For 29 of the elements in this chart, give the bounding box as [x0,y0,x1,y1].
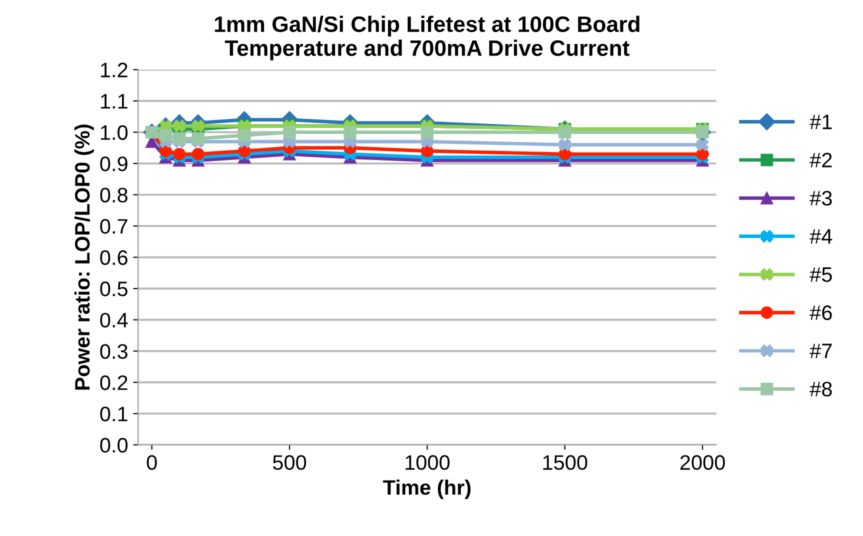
y-axis-title: Power ratio: LOP/LOP0 (%) [74,124,94,390]
x-axis-title: Time (hr) [383,480,471,499]
y-tick-label: 0.1 [100,406,128,422]
x-tick-label: 2000 [680,455,725,470]
y-tick-label: 1.2 [100,62,128,78]
y-tick-label: 0.9 [100,156,128,172]
chart-title: 1mm GaN/Si Chip Lifetest at 100C Board Temperature and 700mA Drive Current [214,16,640,60]
legend-label: #2 [810,152,832,168]
y-tick-label: 0.6 [100,250,128,266]
y-tick-label: 1.1 [100,94,128,108]
x-tick-label: 1500 [543,455,588,470]
legend-label: #1 [810,114,832,130]
y-tick-label: 0.3 [100,344,128,359]
x-tick-label: 500 [272,455,306,470]
legend-label: #4 [810,229,832,244]
y-tick-label: 0.4 [100,312,128,328]
legend-label: #7 [810,344,832,358]
x-tick-label: 0 [146,455,157,470]
legend-label: #8 [810,382,832,396]
y-tick-label: 0.5 [100,282,128,296]
legend-label: #6 [810,305,832,320]
x-tick-label: 1000 [406,455,450,470]
y-tick-label: 0.2 [100,375,128,390]
legend-label: #3 [810,190,832,206]
y-tick-label: 0.0 [100,438,128,453]
y-tick-label: 1.0 [100,125,128,140]
y-tick-label: 0.7 [100,219,128,234]
legend-label: #5 [810,267,832,282]
y-tick-label: 0.8 [100,188,128,202]
